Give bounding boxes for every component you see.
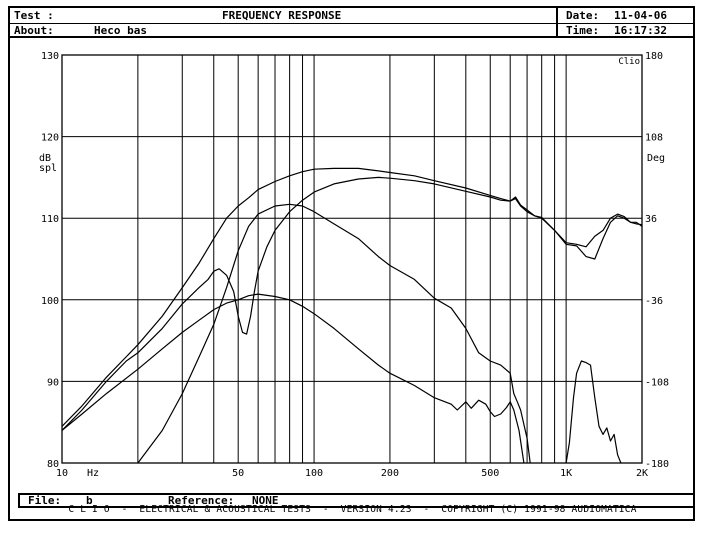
y-axis-label: dB [39, 153, 51, 164]
y-tick-label: 80 [47, 459, 59, 470]
y-tick-label: 120 [41, 133, 59, 144]
corner-label: Clio [618, 57, 640, 67]
file-label: File: [28, 494, 62, 507]
y2-tick-label: -180 [645, 459, 669, 470]
x-tick-label: 200 [381, 468, 399, 479]
response-curves [62, 167, 642, 463]
grid-lines [61, 54, 643, 464]
axis-labels: 80 90 100 110 120 130 -180 -108 -36 36 108 180 10 50 1… [39, 51, 669, 479]
copyright-line: C L I O - ELECTRICAL & ACOUSTICAL TESTS … [68, 504, 637, 515]
series-line-1 [62, 167, 642, 427]
y-tick-label: 130 [41, 51, 59, 62]
file-info-bar: File: b Reference: NONE [18, 493, 695, 508]
series-line-5 [565, 360, 622, 463]
x-tick-label: 2K [636, 468, 648, 479]
y-tick-label: 90 [47, 377, 59, 388]
y2-tick-label: 36 [645, 214, 657, 225]
header-row-test: Test : FREQUENCY RESPONSE Date: 11-04-06 [10, 9, 693, 23]
time-label: Time: [566, 24, 600, 37]
about-label: About: [14, 24, 54, 37]
reference-value: NONE [252, 494, 279, 507]
series-line-3 [137, 203, 531, 463]
x-tick-label: 10 [56, 468, 68, 479]
report-header: Test : FREQUENCY RESPONSE Date: 11-04-06… [10, 8, 693, 38]
y2-tick-label: -36 [645, 296, 663, 307]
x-tick-label: 50 [232, 468, 244, 479]
x-unit-label: Hz [87, 468, 99, 479]
date-label: Date: [566, 9, 600, 22]
time-value: 16:17:32 [614, 24, 667, 37]
about-value: Heco bas [94, 24, 147, 37]
report-frame: Test : FREQUENCY RESPONSE Date: 11-04-06… [8, 6, 695, 521]
series-line-4 [62, 293, 525, 463]
header-row-about: About: Heco bas Time: 16:17:32 [10, 23, 693, 38]
series-line-2 [62, 176, 642, 431]
reference-label: Reference: [168, 494, 235, 507]
y2-tick-label: 108 [645, 133, 663, 144]
y-tick-label: 110 [41, 214, 59, 225]
file-value: b [86, 494, 93, 507]
y2-tick-label: -108 [645, 377, 669, 388]
x-tick-label: 500 [481, 468, 499, 479]
test-label: Test : [14, 9, 54, 22]
plot-border [61, 54, 643, 464]
x-tick-label: 1K [560, 468, 572, 479]
date-value: 11-04-06 [614, 9, 667, 22]
y2-axis-label: Deg [647, 153, 665, 164]
y2-tick-label: 180 [645, 51, 663, 62]
y-axis-label: spl [39, 163, 57, 174]
header-divider [556, 8, 558, 36]
x-tick-label: 100 [305, 468, 323, 479]
y-tick-label: 100 [41, 296, 59, 307]
report-title: FREQUENCY RESPONSE [222, 9, 342, 22]
